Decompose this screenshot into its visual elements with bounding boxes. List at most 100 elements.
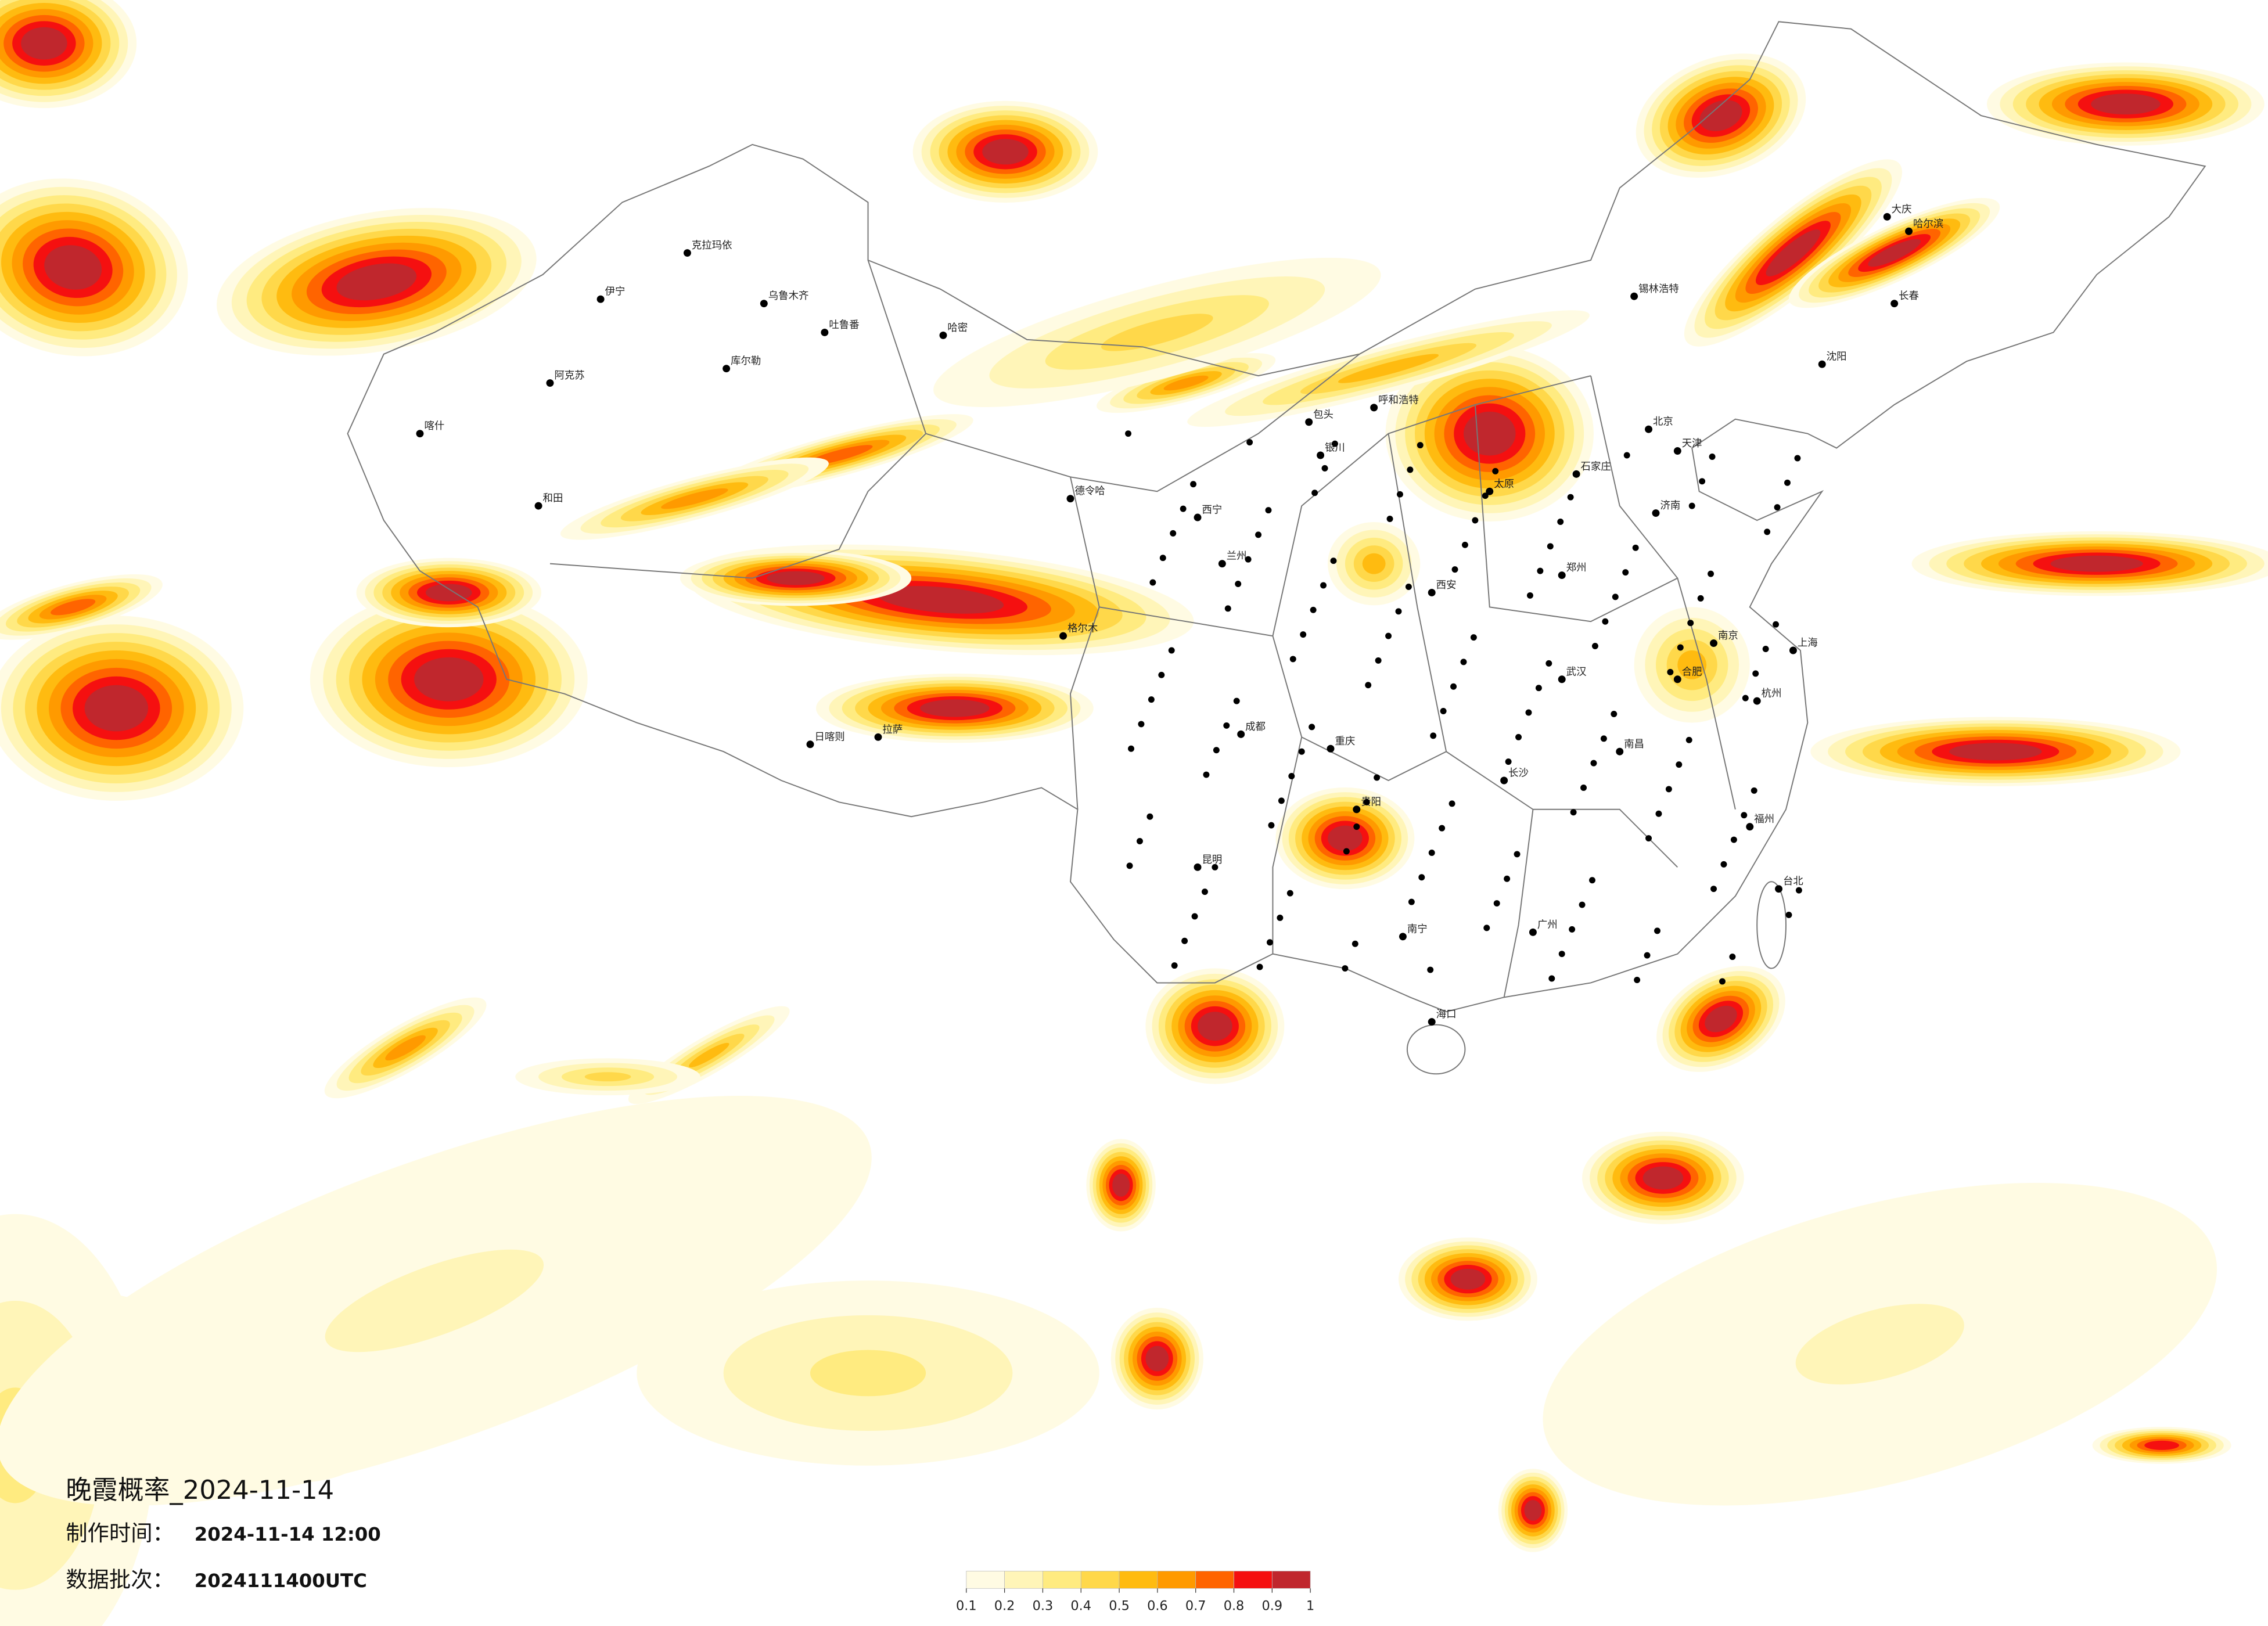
city-dot [1514,851,1521,858]
probability-area [44,245,102,290]
city-dot [1233,697,1240,704]
city-dot [1408,898,1415,905]
city-dot [1612,593,1619,600]
city-label: 海口 [1436,1009,1457,1020]
city-label: 石家庄 [1581,461,1611,473]
title: 晚霞概率_2024-11-14 [66,1474,334,1505]
city-label: 西宁 [1202,505,1222,516]
city-dot [1245,556,1252,563]
city-dot [1634,976,1641,983]
probability-area [1677,650,1707,679]
probability-area [920,699,990,717]
taiwan-border [1756,881,1787,969]
probability-area [810,1350,926,1397]
city-dot [1136,838,1143,845]
city-dot [1059,632,1067,640]
city-dot [1818,360,1826,368]
city-label: 郑州 [1566,562,1587,574]
city-dot [1602,618,1609,625]
city-dot [874,733,882,741]
city-dot [1370,404,1378,412]
city-dot [1386,516,1393,522]
city-dot [1218,560,1226,568]
city-dot [1537,567,1544,574]
city-dot [1194,513,1202,521]
city-label: 武汉 [1566,666,1587,678]
city-dot [1685,736,1692,743]
city-dot [1729,954,1736,961]
city-dot [1677,644,1684,651]
city-dot [1327,744,1335,753]
city-dot [1505,758,1512,765]
country-border [347,21,2206,1013]
city-dot [1168,647,1175,654]
city-dot [1579,901,1586,908]
city-dot [1710,639,1718,647]
probability-area [385,1035,426,1061]
city-label: 兰州 [1227,551,1247,562]
city-dot [1644,952,1651,959]
city-dot [1330,557,1337,564]
city-dot [1567,494,1574,501]
city-dot [1066,495,1074,503]
city-label: 格尔木 [1067,623,1098,635]
probability-area [84,685,149,732]
city-label: 太原 [1494,479,1514,490]
city-dot [1396,491,1403,498]
city-label: 大庆 [1892,204,1912,215]
city-dot [1461,541,1468,548]
city-label: 银川 [1325,443,1345,454]
city-dot [1321,465,1328,472]
legend-swatch [1004,1571,1043,1589]
city-dot [1515,733,1522,740]
city-dot [1286,890,1293,897]
city-dot [1665,786,1672,793]
city-dot [1317,451,1325,459]
city-dot [1375,657,1382,664]
city-dot [1590,760,1597,767]
probability-area [1524,1499,1542,1521]
probability-area [425,584,472,602]
city-label: 南宁 [1407,923,1428,935]
probability-area [1766,229,1821,276]
city-label: 包头 [1313,409,1334,420]
city-dot [1730,836,1737,843]
probability-area [584,1072,631,1082]
city-dot [1439,825,1446,832]
city-dot [1784,479,1791,486]
city-label: 哈尔滨 [1913,218,1943,230]
city-dot [1170,530,1177,537]
legend-tick-label: 0.7 [1185,1599,1206,1614]
probability-area [414,657,484,702]
probability-area [689,1042,729,1067]
legend-swatch [1271,1571,1311,1589]
city-dot [1256,963,1263,970]
city-dot [1417,442,1424,449]
city-dot [1558,675,1566,684]
legend-tick-label: 0.6 [1147,1599,1168,1614]
city-dot [1719,978,1726,985]
city-dot [1547,543,1554,550]
city-label: 杭州 [1762,688,1782,700]
probability-area [1198,1012,1232,1041]
city-label: 南京 [1718,630,1738,642]
probability-area [1463,411,1516,456]
city-dot [1440,708,1447,715]
city-dot [1500,776,1508,785]
legend-swatch [1080,1571,1120,1589]
probability-area [767,571,825,585]
city-dot [1138,721,1145,728]
city-dot [416,430,424,438]
city-dot [1428,849,1435,856]
city-dot [1697,595,1704,602]
city-dot [1246,439,1253,446]
city-dot [683,249,691,257]
city-dot [1472,517,1479,524]
city-dot [1194,863,1202,871]
city-dot [1558,571,1566,580]
city-dot [1265,507,1272,514]
city-dot [1773,621,1780,628]
city-label: 呼和浩特 [1378,394,1419,406]
